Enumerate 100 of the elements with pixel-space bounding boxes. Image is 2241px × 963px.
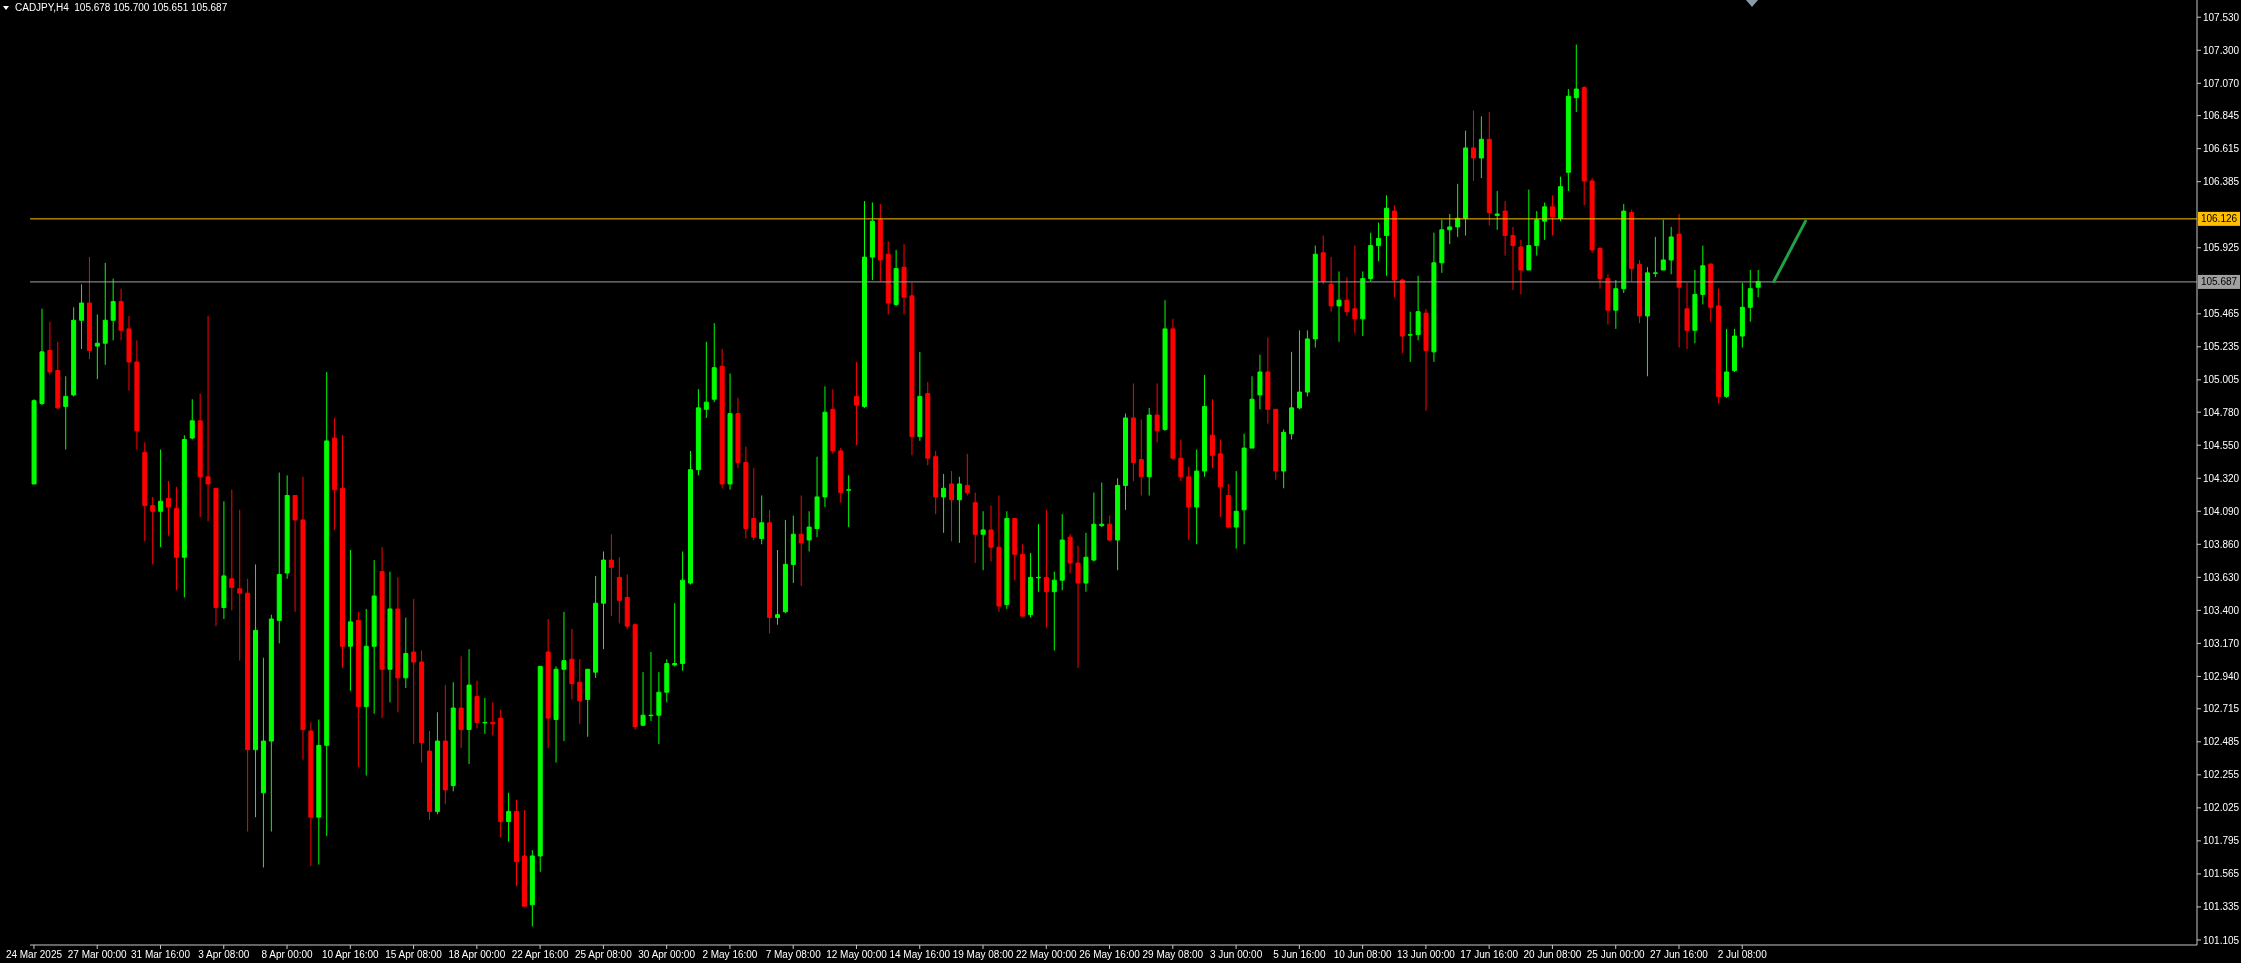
candlestick — [142, 441, 148, 542]
x-tick-label: 27 Mar 00:00 — [67, 949, 128, 961]
x-tick-label: 3 Jun 00:00 — [1209, 949, 1263, 961]
y-tick-label: 103.170 — [2203, 637, 2240, 649]
candlestick — [474, 680, 480, 729]
candlestick — [1605, 273, 1611, 326]
candlestick — [1028, 552, 1034, 619]
y-tick-label: 104.320 — [2203, 472, 2240, 484]
candlestick — [1328, 256, 1334, 313]
candlestick — [1273, 408, 1279, 481]
candlestick — [379, 546, 385, 719]
candlestick — [545, 618, 551, 749]
candlestick — [1178, 438, 1184, 482]
candlestick — [1399, 278, 1405, 354]
candlestick — [221, 500, 227, 620]
candlestick — [1043, 509, 1049, 629]
ref-line-label: 106.126 — [2200, 213, 2238, 225]
candlestick — [1423, 308, 1429, 412]
y-tick-label: 102.025 — [2203, 802, 2240, 814]
candlestick — [996, 494, 1002, 613]
y-tick-label: 107.070 — [2203, 77, 2240, 89]
candlestick — [585, 668, 591, 738]
y-tick-label: 104.780 — [2203, 406, 2240, 418]
candlestick — [1407, 311, 1413, 363]
y-tick-label: 106.845 — [2203, 110, 2240, 122]
candlestick — [1486, 111, 1492, 226]
candlestick — [1637, 259, 1643, 324]
candlestick — [55, 341, 61, 410]
candlestick — [1526, 189, 1532, 271]
candlestick — [727, 372, 733, 491]
candlestick — [743, 446, 749, 540]
candlestick — [1352, 245, 1358, 334]
candlestick — [672, 602, 678, 667]
y-tick-label: 105.925 — [2203, 242, 2240, 254]
candlestick — [1550, 194, 1556, 237]
candlestick — [822, 385, 828, 508]
x-tick-label: 13 Jun 00:00 — [1396, 949, 1456, 961]
candlestick — [1597, 246, 1603, 290]
candlestick — [782, 519, 788, 614]
candlestick — [1510, 226, 1516, 291]
candlestick — [268, 614, 274, 833]
candlestick — [1644, 266, 1650, 377]
candlestick — [442, 684, 448, 805]
candlestick — [1376, 222, 1382, 262]
x-tick-label: 30 Apr 00:00 — [638, 949, 696, 961]
x-tick-label: 19 May 08:00 — [952, 949, 1014, 961]
candlestick — [751, 467, 757, 541]
candlestick — [1542, 202, 1548, 241]
y-tick-label: 106.385 — [2203, 176, 2240, 188]
candlestick — [1518, 239, 1524, 295]
candlestick — [767, 509, 773, 634]
x-tick-label: 26 May 16:00 — [1079, 949, 1141, 961]
x-tick-label: 14 May 16:00 — [889, 949, 951, 961]
candlestick — [1257, 354, 1263, 410]
candlestick — [1439, 219, 1445, 274]
candlestick — [1059, 513, 1065, 591]
candlestick — [253, 563, 259, 818]
y-tick-label: 104.550 — [2203, 439, 2240, 451]
candlestick — [1478, 115, 1484, 179]
candlestick — [1336, 270, 1342, 343]
x-tick-label: 17 Jun 16:00 — [1460, 949, 1519, 961]
candlestick — [213, 487, 219, 627]
candlestick — [830, 388, 836, 455]
candlestick — [237, 509, 243, 662]
candlestick — [47, 321, 53, 376]
candlestick — [901, 243, 907, 316]
candlestick — [229, 489, 235, 611]
candlestick — [1035, 523, 1041, 593]
candlestick — [1629, 209, 1635, 282]
candlestick — [332, 417, 338, 531]
candlestick — [1170, 318, 1176, 461]
candlestick — [1573, 44, 1579, 113]
candlestick — [1415, 275, 1421, 341]
candlestick — [893, 249, 899, 307]
candlestick — [245, 578, 251, 833]
candlestick — [1700, 245, 1706, 305]
candlestick — [577, 658, 583, 725]
candlestick — [862, 200, 867, 409]
candlestick — [1091, 492, 1097, 563]
candlestick — [1676, 213, 1682, 349]
candlestick — [806, 510, 812, 552]
candlestick — [1494, 190, 1500, 231]
candlestick — [1684, 282, 1690, 350]
candlestick — [1613, 279, 1619, 330]
candlestick — [719, 348, 725, 489]
candlestick — [1621, 203, 1627, 294]
candlestick — [1447, 213, 1453, 245]
x-tick-label: 8 Apr 00:00 — [261, 949, 314, 961]
x-tick-label: 20 Jun 08:00 — [1523, 949, 1582, 961]
candlestick — [553, 665, 559, 764]
candlestick — [1130, 382, 1136, 482]
candlestick — [735, 397, 741, 469]
x-tick-label: 10 Apr 16:00 — [321, 949, 380, 961]
candlestick — [1083, 532, 1089, 593]
candlestick — [94, 314, 100, 380]
candlestick — [79, 283, 85, 350]
x-tick-label: 7 May 08:00 — [765, 949, 822, 961]
candlestick — [949, 470, 954, 542]
candlestick — [1320, 235, 1326, 285]
candlestick — [1463, 130, 1469, 237]
